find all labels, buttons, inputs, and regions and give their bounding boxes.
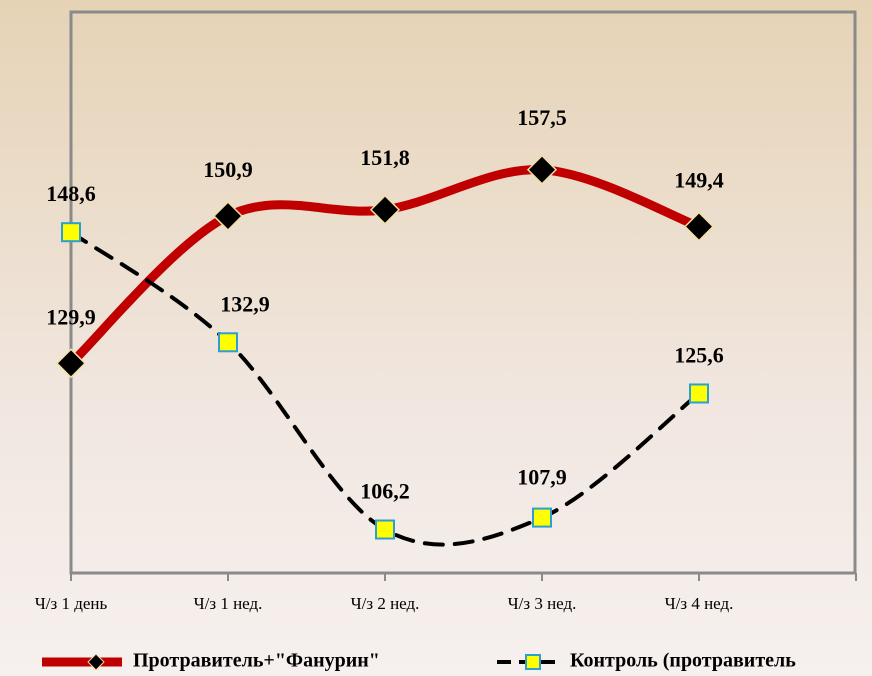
point-marker [532,507,552,528]
x-tick-label: Ч/з 1 нед. [194,594,263,613]
x-tick-label: Ч/з 4 нед. [665,594,734,613]
point-marker [212,201,244,232]
x-tick-label: Ч/з 2 нед. [351,594,420,613]
legend-marker [87,653,105,671]
point-marker [526,154,558,185]
data-label: 107,9 [517,465,567,490]
x-tick-label: Ч/з 3 нед. [508,594,577,613]
data-label: 106,2 [360,479,410,504]
data-label: 150,9 [203,157,253,182]
x-tick-label: Ч/з 1 день [35,594,108,613]
data-label: 125,6 [674,343,724,368]
data-label: 129,9 [46,304,96,329]
point-marker [55,348,87,379]
point-marker [218,332,238,353]
point-marker [375,519,395,540]
legend-label: Контроль (протравитель [570,650,796,672]
point-marker [369,194,401,225]
legend-label: Протравитель+"Фанурин" [133,650,380,672]
plot-area [69,10,857,575]
point-marker [689,383,709,404]
point-marker [683,211,715,242]
data-label: 132,9 [220,291,270,316]
point-marker [61,222,81,243]
data-label: 149,4 [674,168,724,193]
data-label: 148,6 [46,181,96,206]
legend-marker [525,654,541,670]
data-label: 151,8 [360,145,410,170]
data-label: 157,5 [517,105,567,130]
